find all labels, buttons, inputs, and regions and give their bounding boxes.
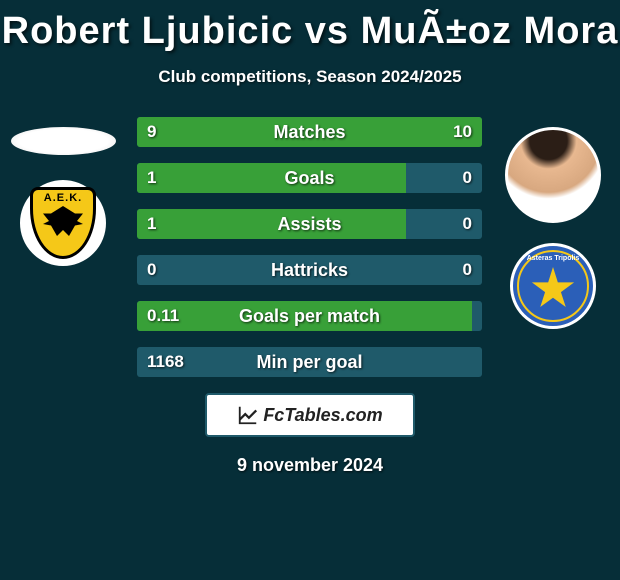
club-badge-asteras: Asteras Tripolis: [510, 243, 596, 329]
aek-shield-icon: A.E.K.: [30, 187, 96, 259]
stat-row: 0Hattricks0: [137, 255, 482, 285]
asteras-inner-icon: Asteras Tripolis: [517, 250, 589, 322]
stat-row: 1Assists0: [137, 209, 482, 239]
stat-label: Matches: [137, 117, 482, 147]
asteras-badge-text: Asteras Tripolis: [519, 255, 587, 262]
stat-label: Hattricks: [137, 255, 482, 285]
right-player-column: Asteras Tripolis: [498, 127, 608, 339]
aek-eagle-icon: [43, 206, 83, 236]
left-player-column: A.E.K.: [8, 127, 118, 276]
chart-icon: [237, 404, 259, 426]
brand-logo-box: FcTables.com: [205, 393, 415, 437]
stat-label: Goals per match: [137, 301, 482, 331]
stat-row: 0.11Goals per match: [137, 301, 482, 331]
stat-value-right: 0: [463, 163, 472, 193]
stat-row: 1Goals0: [137, 163, 482, 193]
page-title: Robert Ljubicic vs MuÃ±oz Mora: [0, 0, 620, 53]
stat-bars: 9Matches101Goals01Assists00Hattricks00.1…: [137, 117, 482, 377]
page-subtitle: Club competitions, Season 2024/2025: [0, 67, 620, 87]
stat-row: 9Matches10: [137, 117, 482, 147]
stat-value-right: 10: [453, 117, 472, 147]
comparison-content: A.E.K. Asteras Tripolis 9Matches10 1Goals…: [0, 117, 620, 476]
brand-text: FcTables.com: [263, 405, 382, 426]
date-text: 9 november 2024: [0, 455, 620, 476]
aek-badge-text: A.E.K.: [44, 192, 82, 204]
player-photo-right: [505, 127, 601, 223]
stat-row: 1168Min per goal: [137, 347, 482, 377]
stat-label: Assists: [137, 209, 482, 239]
club-badge-aek: A.E.K.: [20, 180, 106, 266]
stat-value-right: 0: [463, 255, 472, 285]
player-photo-left: [11, 127, 116, 155]
stat-label: Min per goal: [137, 347, 482, 377]
stat-value-right: 0: [463, 209, 472, 239]
stat-label: Goals: [137, 163, 482, 193]
asteras-star-icon: [531, 267, 575, 311]
